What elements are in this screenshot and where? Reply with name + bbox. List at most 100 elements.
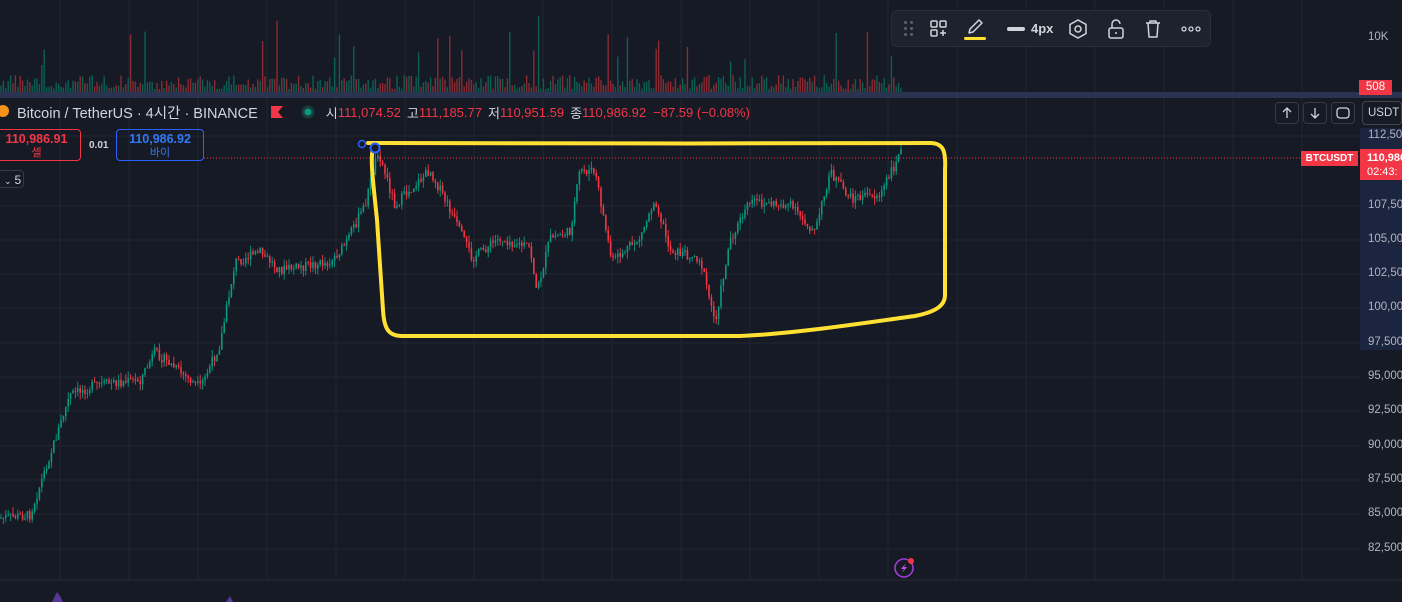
candle-body — [355, 224, 357, 228]
currency-select[interactable]: USDT — [1362, 101, 1402, 125]
volume-bar — [461, 50, 463, 92]
line-color-button[interactable] — [958, 10, 994, 47]
candle-body — [669, 246, 672, 251]
market-status-icon[interactable] — [301, 105, 315, 119]
candle-body — [391, 192, 393, 194]
candle-body — [120, 379, 122, 386]
line-width-button[interactable]: 4px — [1001, 10, 1059, 47]
volume-bar — [715, 82, 717, 92]
volume-bar — [900, 88, 902, 92]
scroll-down-button[interactable] — [1303, 102, 1327, 124]
volume-bar — [444, 79, 446, 92]
volume-bar — [876, 75, 878, 92]
candle-body — [53, 440, 55, 453]
candle-body — [33, 503, 36, 512]
price-axis-tick: 85,000 — [1368, 507, 1402, 519]
volume-bar — [511, 85, 513, 92]
candle-body — [761, 199, 763, 207]
symbol-title[interactable]: Bitcoin / TetherUS · 4시간 · BINANCE — [17, 105, 258, 122]
candle-body — [717, 306, 720, 320]
candle-body — [540, 277, 542, 283]
volume-bar — [324, 81, 326, 92]
candle-body — [773, 200, 775, 206]
volume-bar — [533, 50, 535, 92]
volume-bar — [691, 79, 693, 92]
volume-bar — [146, 82, 149, 92]
price-axis-tick: 87,500 — [1368, 473, 1402, 485]
volume-bar — [636, 79, 638, 92]
maximize-pane-button[interactable] — [1331, 102, 1355, 124]
volume-bar — [689, 88, 691, 92]
candle-body — [336, 255, 338, 258]
candle-body — [602, 206, 605, 216]
volume-bar — [708, 75, 710, 92]
scroll-up-button[interactable] — [1275, 102, 1299, 124]
volume-bar — [446, 87, 449, 92]
candle-body — [144, 368, 146, 375]
volume-bar — [787, 79, 789, 92]
settings-button[interactable] — [1059, 10, 1097, 47]
volume-bar — [679, 84, 681, 92]
volume-pane-separator — [0, 92, 1402, 98]
candle-body — [271, 261, 273, 263]
drag-handle-icon[interactable] — [898, 19, 920, 39]
volume-bar — [165, 80, 168, 92]
indicators-toggle[interactable]: ⌄ 5 — [0, 170, 24, 188]
volume-bar — [285, 78, 288, 92]
candle-body — [893, 166, 895, 172]
volume-bar — [456, 79, 458, 92]
volume-bar — [422, 82, 425, 92]
lock-button[interactable] — [1097, 10, 1135, 47]
flag-icon[interactable] — [270, 105, 284, 119]
candle-body — [259, 247, 261, 253]
sell-button[interactable]: 110,986.91 셀 — [0, 129, 81, 161]
symbol-legend: Bitcoin / TetherUS · 4시간 · BINANCE 시 111,… — [0, 102, 750, 122]
candle-body — [165, 354, 168, 360]
candle-body — [240, 258, 242, 265]
volume-bar — [314, 88, 317, 92]
volume-bar — [338, 34, 341, 92]
candle-body — [199, 381, 201, 384]
volume-bar — [765, 77, 768, 92]
object-tree-button[interactable] — [920, 10, 958, 47]
candle-body — [833, 170, 835, 181]
candle-body — [261, 247, 264, 255]
volume-bar — [305, 82, 307, 92]
volume-bar — [252, 83, 254, 92]
volume-bar — [429, 77, 432, 92]
candle-body — [825, 190, 828, 197]
candle-body — [876, 195, 878, 199]
candle-body — [206, 372, 209, 377]
volume-bar — [588, 77, 590, 92]
volume-bar — [842, 88, 845, 92]
candle-body — [585, 170, 588, 174]
candle-body — [741, 217, 744, 219]
volume-bar — [473, 84, 475, 92]
volume-bar — [194, 82, 197, 92]
volume-bar — [475, 82, 477, 92]
volume-bar — [386, 77, 389, 92]
candle-body — [770, 201, 773, 206]
volume-bar — [662, 79, 665, 92]
buy-button[interactable]: 110,986.92 바이 — [116, 129, 204, 161]
candle-body — [211, 356, 213, 367]
volume-bar — [2, 80, 5, 92]
more-button[interactable] — [1172, 10, 1210, 47]
volume-bar — [684, 84, 686, 92]
candle-body — [127, 377, 129, 383]
volume-bar — [746, 85, 749, 92]
candle-body — [276, 267, 278, 273]
candle-body — [775, 200, 777, 206]
candle-body — [105, 379, 108, 381]
candle-body — [468, 241, 470, 249]
volume-bar — [288, 88, 290, 92]
volume-bar — [355, 79, 357, 92]
candle-body — [357, 213, 360, 228]
volume-bar — [43, 49, 45, 92]
candle-body — [749, 202, 751, 204]
candle-body — [305, 262, 307, 271]
volume-bar — [535, 86, 537, 92]
delete-button[interactable] — [1135, 10, 1173, 47]
candle-body — [362, 205, 365, 212]
